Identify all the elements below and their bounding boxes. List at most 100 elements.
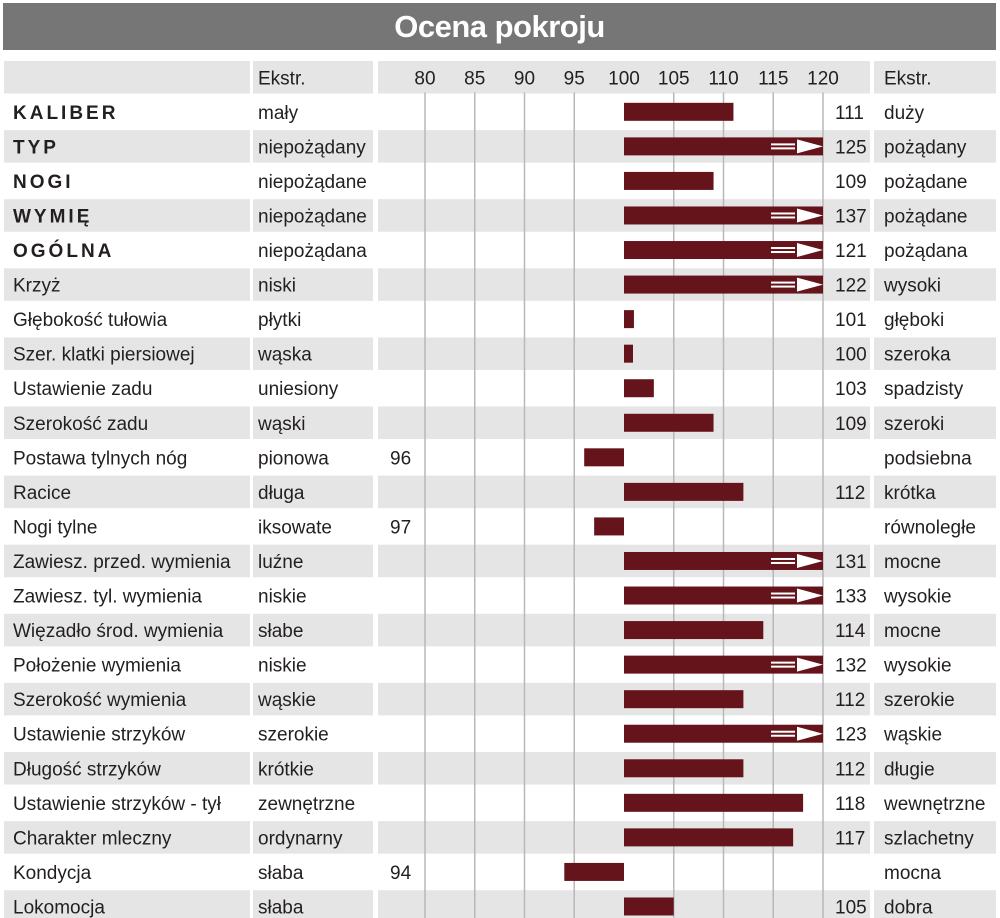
row-stripe bbox=[253, 613, 373, 647]
row-stripe bbox=[874, 61, 996, 94]
right-extreme-label: wysokie bbox=[883, 587, 952, 608]
overflow-line bbox=[771, 557, 795, 560]
right-extreme-label: głęboki bbox=[884, 310, 944, 331]
table-row: Szerokość zadu wąski szeroki 109 bbox=[13, 413, 944, 435]
overflow-arrow-icon bbox=[797, 243, 823, 258]
tick-label: 105 bbox=[658, 68, 690, 89]
left-extreme-label: uniesiony bbox=[258, 379, 339, 400]
row-stripe bbox=[253, 199, 373, 232]
table-row: KALIBER mały duży 111 bbox=[13, 102, 925, 124]
table-row: Więzadło środ. wymienia słabe mocne 114 bbox=[13, 621, 941, 642]
bar bbox=[594, 517, 624, 536]
table-row: Krzyż niski wysoki 122 bbox=[13, 275, 941, 297]
table-row: Zawiesz. tyl. wymienia niskie wysokie 133 bbox=[13, 586, 952, 608]
overflow-line bbox=[771, 596, 795, 599]
left-extreme-label: słaba bbox=[258, 863, 304, 884]
left-extreme-label: szerokie bbox=[258, 725, 329, 746]
left-extreme-label: wąska bbox=[257, 345, 312, 366]
right-extreme-label: pożądana bbox=[884, 241, 968, 262]
table-row: Ustawienie zadu uniesiony spadzisty 103 bbox=[13, 379, 964, 400]
left-extreme-label: słabe bbox=[258, 621, 303, 642]
x-axis-ticks: 80 85 90 95 100 105 110 115 120 bbox=[414, 68, 838, 89]
left-extreme-label: krótkie bbox=[258, 759, 314, 780]
row-stripe bbox=[874, 890, 996, 918]
row-stripe bbox=[253, 406, 373, 440]
tick-label: 110 bbox=[708, 68, 738, 89]
row-stripe bbox=[874, 613, 996, 647]
row-stripe bbox=[253, 682, 373, 716]
overflow-line bbox=[771, 592, 795, 595]
table-row: Szerokość wymienia wąskie szerokie 112 bbox=[13, 690, 955, 711]
table-row: WYMIĘ niepożądane pożądane 137 bbox=[13, 206, 967, 227]
row-stripe bbox=[4, 752, 250, 785]
row-stripe bbox=[874, 199, 996, 232]
left-extreme-label: niepożądane bbox=[258, 172, 367, 193]
value-label: 112 bbox=[835, 690, 865, 711]
table-row: Głębokość tułowia płytki głęboki 101 bbox=[13, 310, 944, 331]
right-extreme-label: długie bbox=[884, 759, 935, 780]
value-label: 117 bbox=[835, 828, 865, 849]
value-label: 123 bbox=[835, 725, 867, 746]
overflow-arrow-icon bbox=[797, 588, 823, 603]
table-row: Ustawienie strzyków szerokie wąskie 123 bbox=[13, 724, 942, 746]
row-stripe bbox=[874, 268, 996, 301]
right-extreme-label: pożądany bbox=[884, 137, 967, 158]
bar bbox=[624, 413, 714, 432]
trait-label: Postawa tylnych nóg bbox=[13, 448, 187, 469]
right-extreme-label: duży bbox=[884, 103, 925, 124]
value-label: 94 bbox=[390, 863, 412, 884]
bar bbox=[624, 482, 744, 501]
trait-label: WYMIĘ bbox=[13, 206, 92, 227]
trait-label: Zawiesz. tyl. wymienia bbox=[13, 587, 202, 608]
row-stripe bbox=[4, 821, 250, 854]
trait-label: Kondycja bbox=[13, 863, 92, 884]
left-extreme-label: słaba bbox=[258, 897, 304, 918]
right-extreme-label: pożądane bbox=[884, 172, 967, 193]
right-extreme-label: mocne bbox=[884, 552, 941, 573]
trait-label: Szerokość wymienia bbox=[13, 690, 187, 711]
right-extreme-label: mocne bbox=[884, 621, 941, 642]
overflow-line bbox=[771, 143, 795, 146]
trait-label: Charakter mleczny bbox=[13, 828, 172, 849]
table-row: Zawiesz. przed. wymienia luźne mocne 131 bbox=[13, 551, 941, 573]
overflow-arrow-icon bbox=[797, 726, 823, 741]
overflow-arrow-icon bbox=[797, 139, 823, 154]
overflow-line bbox=[771, 281, 795, 284]
overflow-line bbox=[771, 285, 795, 288]
overflow-arrow-icon bbox=[797, 208, 823, 223]
left-extreme-label: mały bbox=[258, 103, 299, 124]
bar bbox=[624, 310, 634, 329]
right-extreme-label: szeroka bbox=[884, 345, 951, 366]
value-label: 97 bbox=[390, 517, 411, 538]
bar bbox=[624, 828, 794, 847]
value-label: 125 bbox=[835, 137, 867, 158]
row-stripe bbox=[874, 544, 996, 578]
row-stripe bbox=[874, 821, 996, 854]
row-stripe bbox=[4, 613, 250, 647]
table-row: NOGI niepożądane pożądane 109 bbox=[13, 171, 967, 193]
right-extreme-label: podsiebna bbox=[884, 448, 972, 469]
left-extreme-label: iksowate bbox=[258, 517, 332, 538]
tick-label: 115 bbox=[758, 68, 788, 89]
right-extreme-label: wysokie bbox=[883, 656, 952, 677]
value-label: 103 bbox=[835, 379, 867, 400]
row-stripe bbox=[874, 475, 996, 509]
left-extreme-label: luźne bbox=[258, 552, 303, 573]
table-row: Kondycja słaba mocna 94 bbox=[13, 862, 941, 884]
overflow-line bbox=[771, 247, 795, 250]
left-extreme-label: zewnętrzne bbox=[258, 794, 355, 815]
left-extreme-label: wąskie bbox=[257, 690, 316, 711]
right-extreme-label: szeroki bbox=[884, 414, 944, 435]
bar bbox=[624, 206, 823, 225]
left-extreme-label: niepożądany bbox=[258, 137, 366, 158]
bar bbox=[624, 724, 823, 743]
row-stripe bbox=[253, 475, 373, 509]
bar bbox=[624, 759, 744, 778]
row-stripe bbox=[4, 475, 250, 509]
value-label: 118 bbox=[835, 794, 865, 815]
right-extreme-label: równoległe bbox=[884, 517, 976, 538]
gridlines bbox=[424, 92, 824, 918]
bar bbox=[624, 137, 823, 156]
row-stripe bbox=[874, 752, 996, 785]
trait-label: Lokomocja bbox=[13, 897, 105, 918]
